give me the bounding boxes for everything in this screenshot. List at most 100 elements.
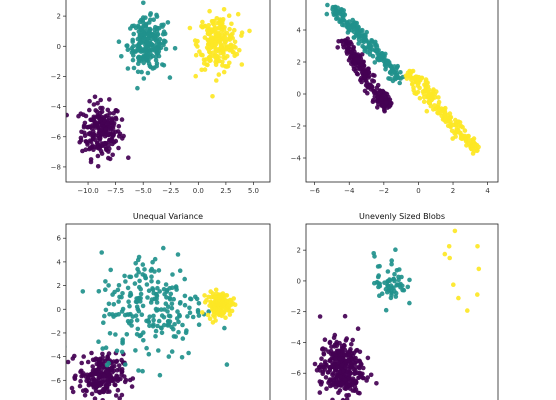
- data-point: [114, 348, 120, 354]
- data-point: [141, 76, 147, 81]
- data-point: [159, 307, 164, 312]
- data-point: [155, 323, 160, 329]
- data-point: [346, 45, 351, 50]
- data-point: [366, 75, 372, 80]
- y-tick-label: −4: [291, 339, 302, 347]
- data-point: [357, 358, 362, 364]
- data-point: [126, 312, 131, 317]
- data-point: [372, 73, 377, 78]
- data-point: [83, 139, 89, 144]
- data-point: [462, 128, 468, 133]
- data-point: [224, 362, 230, 367]
- data-point: [223, 315, 228, 321]
- data-point: [425, 92, 430, 98]
- data-point: [98, 105, 103, 111]
- data-point: [146, 351, 152, 357]
- data-point: [150, 259, 155, 265]
- data-point: [163, 301, 169, 307]
- data-point: [116, 363, 122, 368]
- data-point: [102, 140, 107, 146]
- data-point: [72, 375, 77, 380]
- data-point: [205, 37, 211, 43]
- y-tick-label: 2: [57, 13, 61, 21]
- data-point: [360, 35, 365, 41]
- data-point: [319, 356, 324, 362]
- data-point: [213, 299, 218, 304]
- data-point: [102, 313, 107, 319]
- data-point: [204, 45, 210, 50]
- data-point: [126, 299, 131, 305]
- data-point: [193, 52, 199, 58]
- data-point: [210, 42, 215, 47]
- data-point: [131, 23, 137, 29]
- data-point: [115, 387, 121, 393]
- data-point: [92, 94, 98, 100]
- data-point: [349, 364, 354, 370]
- data-point: [87, 107, 92, 113]
- data-point: [227, 26, 232, 32]
- y-tick-label: −8: [51, 163, 61, 171]
- data-point: [116, 312, 121, 317]
- data-point: [465, 308, 470, 313]
- data-point: [341, 11, 346, 16]
- data-point: [150, 286, 155, 291]
- data-point: [392, 271, 397, 277]
- data-point: [141, 0, 146, 6]
- data-point: [106, 149, 111, 154]
- data-point: [388, 100, 393, 106]
- data-point: [83, 374, 89, 380]
- data-point: [162, 291, 167, 297]
- data-point: [90, 134, 96, 140]
- data-point: [135, 266, 140, 272]
- data-point: [206, 309, 211, 314]
- data-point: [156, 268, 162, 273]
- data-point: [314, 368, 320, 373]
- data-point: [154, 63, 159, 69]
- data-point: [166, 313, 172, 319]
- data-point: [134, 304, 140, 310]
- data-point: [425, 80, 430, 85]
- data-point: [460, 133, 465, 138]
- data-point: [195, 44, 200, 49]
- data-point: [355, 390, 361, 396]
- data-point: [107, 312, 112, 317]
- data-point: [220, 17, 226, 22]
- data-point: [336, 390, 341, 396]
- data-point: [344, 397, 350, 400]
- data-point: [324, 364, 330, 369]
- data-point: [411, 88, 417, 93]
- y-tick-label: −6: [51, 133, 62, 141]
- data-point: [451, 282, 456, 288]
- data-point: [382, 61, 388, 66]
- data-point: [196, 313, 202, 318]
- data-point: [193, 294, 198, 300]
- data-point: [145, 70, 151, 76]
- data-point: [87, 98, 92, 104]
- data-point: [105, 107, 111, 113]
- data-point: [95, 153, 101, 159]
- data-point: [456, 119, 461, 124]
- data-point: [230, 35, 235, 41]
- data-point: [397, 267, 402, 272]
- data-point: [334, 339, 340, 345]
- data-point: [212, 306, 218, 312]
- data-point: [356, 364, 362, 370]
- data-point: [364, 378, 369, 383]
- data-point: [100, 379, 106, 385]
- data-point: [458, 123, 464, 129]
- data-point: [232, 27, 237, 33]
- data-point: [161, 245, 166, 251]
- data-point: [139, 312, 145, 318]
- data-point: [112, 363, 117, 369]
- data-point: [337, 369, 343, 375]
- data-point: [96, 146, 102, 151]
- data-point: [101, 320, 106, 326]
- data-point: [375, 82, 381, 88]
- data-point: [147, 323, 152, 329]
- data-point: [145, 295, 150, 300]
- data-point: [374, 42, 379, 48]
- data-point: [350, 17, 356, 23]
- data-point: [351, 45, 357, 50]
- data-point: [144, 345, 149, 351]
- data-point: [95, 141, 100, 146]
